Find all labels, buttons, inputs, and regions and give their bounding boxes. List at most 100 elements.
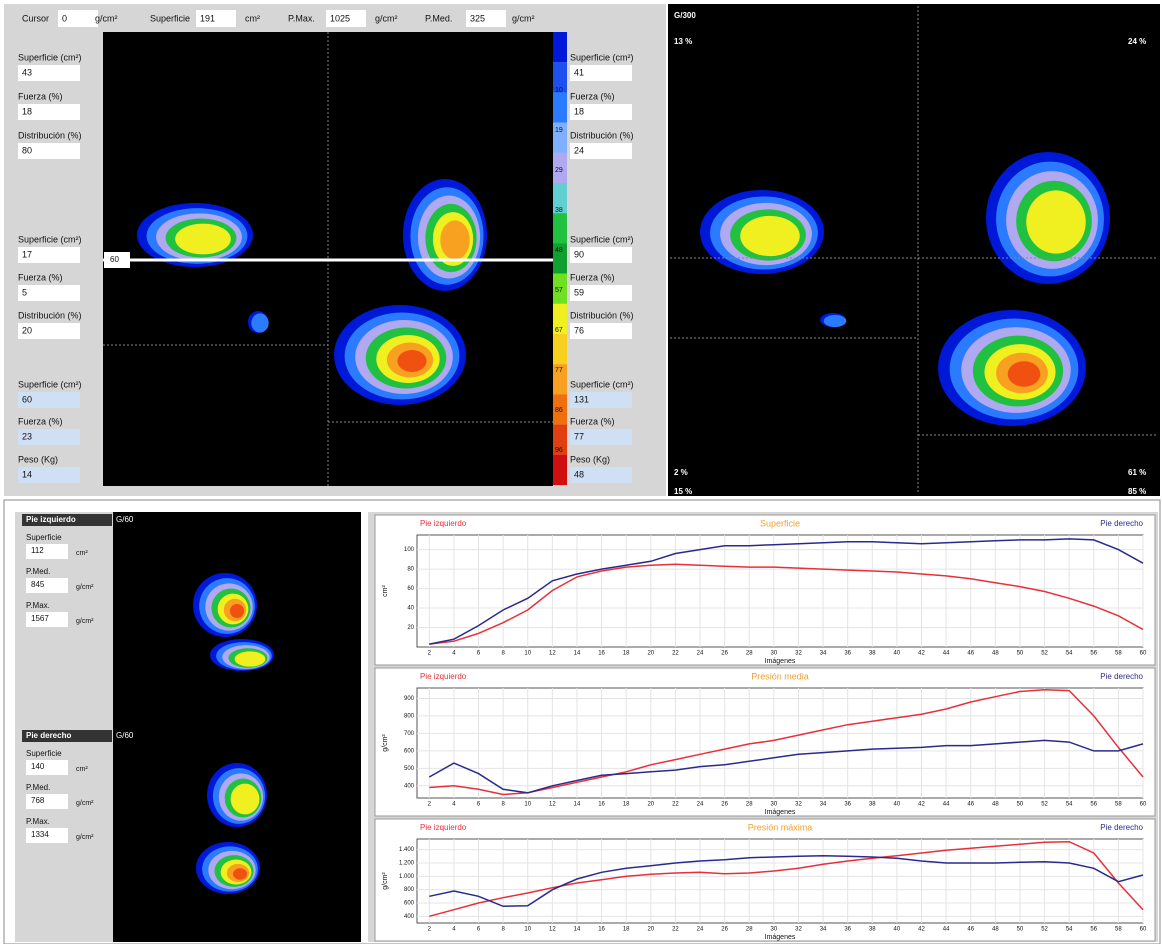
stat-value: 20	[22, 325, 32, 335]
x-tick-label: 28	[746, 651, 753, 657]
x-tick-label: 44	[943, 927, 950, 933]
x-tick-label: 36	[844, 927, 851, 933]
cursor-marker: 60	[110, 255, 119, 264]
x-tick-label: 54	[1066, 802, 1073, 808]
x-tick-label: 58	[1115, 651, 1122, 657]
plot-area	[417, 688, 1143, 798]
pressure-blob	[175, 224, 231, 255]
x-tick-label: 32	[795, 651, 802, 657]
y-tick-label: 400	[404, 783, 415, 789]
x-tick-label: 44	[943, 802, 950, 808]
x-tick-label: 50	[1017, 927, 1024, 933]
x-tick-label: 42	[918, 802, 925, 808]
x-tick-label: 18	[623, 651, 630, 657]
x-tick-label: 10	[524, 651, 531, 657]
x-tick-label: 46	[967, 651, 974, 657]
y-tick-label: 400	[404, 914, 415, 920]
x-tick-label: 50	[1017, 802, 1024, 808]
x-tick-label: 58	[1115, 802, 1122, 808]
foot-value: 845	[31, 580, 45, 589]
stat-value: 59	[574, 287, 584, 297]
y-tick-label: 700	[404, 731, 415, 737]
foot-value: 1567	[31, 614, 49, 623]
x-tick-label: 16	[598, 802, 605, 808]
x-tick-label: 42	[918, 927, 925, 933]
x-tick-label: 40	[894, 927, 901, 933]
toolbar-text: cm²	[245, 13, 260, 23]
image-label: G/60	[116, 515, 134, 524]
y-axis-label: g/cm²	[382, 872, 389, 890]
x-tick-label: 28	[746, 802, 753, 808]
stat-value: 43	[22, 67, 32, 77]
x-tick-label: 16	[598, 927, 605, 933]
x-tick-label: 10	[524, 927, 531, 933]
foot-value: 112	[31, 546, 44, 555]
stat-value: 80	[22, 145, 32, 155]
pressure-blob	[235, 651, 266, 666]
x-tick-label: 56	[1090, 927, 1097, 933]
stat-label: Fuerza (%)	[18, 91, 63, 101]
x-tick-label: 26	[721, 802, 728, 808]
color-bar-label: 57	[555, 287, 563, 294]
pressure-blob	[251, 313, 268, 332]
stat-label: Superficie (cm²)	[570, 379, 634, 389]
x-tick-label: 34	[820, 651, 827, 657]
x-tick-label: 14	[574, 927, 581, 933]
foot-label: Superficie	[26, 533, 62, 542]
foot-label: P.Max.	[26, 817, 50, 826]
pressure-blob	[233, 868, 247, 879]
stat-label: Superficie (cm²)	[18, 52, 82, 62]
x-tick-label: 22	[672, 927, 679, 933]
y-tick-label: 1.000	[399, 874, 415, 880]
legend-right: Pie derecho	[1100, 672, 1143, 681]
panel-label: G/300	[674, 11, 696, 20]
x-tick-label: 52	[1041, 651, 1048, 657]
x-tick-label: 40	[894, 651, 901, 657]
toolbar-text: P.Med.	[425, 13, 452, 23]
x-tick-label: 30	[771, 651, 778, 657]
x-tick-label: 54	[1066, 927, 1073, 933]
toolbar-text: Superficie	[150, 13, 190, 23]
y-tick-label: 600	[404, 901, 415, 907]
foot-value: 768	[31, 796, 45, 805]
foot-header: Pie izquierdo	[26, 515, 76, 524]
color-bar-label: 48	[555, 247, 563, 254]
foot-value: 1334	[31, 830, 49, 839]
y-tick-label: 80	[407, 567, 414, 573]
color-bar-step	[553, 334, 567, 364]
x-tick-label: 60	[1140, 651, 1147, 657]
y-tick-label: 40	[407, 606, 414, 612]
x-axis-label: Imágenes	[765, 934, 796, 941]
color-bar-step	[553, 92, 567, 122]
plot-area	[417, 839, 1143, 923]
pressure-blob	[230, 604, 244, 618]
toolbar-text: 191	[200, 13, 215, 23]
x-tick-label: 50	[1017, 651, 1024, 657]
x-tick-label: 26	[721, 927, 728, 933]
x-tick-label: 16	[598, 651, 605, 657]
x-tick-label: 56	[1090, 651, 1097, 657]
panel-label: 24 %	[1128, 37, 1146, 46]
legend-right: Pie derecho	[1100, 519, 1143, 528]
stat-value: 14	[22, 469, 32, 479]
stat-label: Superficie (cm²)	[570, 234, 634, 244]
stat-label: Peso (Kg)	[570, 454, 610, 464]
stat-value: 18	[574, 106, 584, 116]
x-tick-label: 42	[918, 651, 925, 657]
x-tick-label: 56	[1090, 802, 1097, 808]
stat-label: Fuerza (%)	[570, 272, 615, 282]
feet-info-panel	[15, 512, 113, 942]
legend-right: Pie derecho	[1100, 823, 1143, 832]
x-tick-label: 28	[746, 927, 753, 933]
stat-value: 24	[574, 145, 584, 155]
stat-value: 41	[574, 67, 584, 77]
y-tick-label: 800	[404, 714, 415, 720]
y-tick-label: 600	[404, 748, 415, 754]
pressure-blob	[440, 220, 469, 259]
legend-left: Pie izquierdo	[420, 519, 467, 528]
x-tick-label: 20	[647, 927, 654, 933]
x-tick-label: 34	[820, 927, 827, 933]
y-tick-label: 900	[404, 696, 415, 702]
stat-value: 131	[574, 394, 589, 404]
stat-label: Distribución (%)	[18, 130, 82, 140]
